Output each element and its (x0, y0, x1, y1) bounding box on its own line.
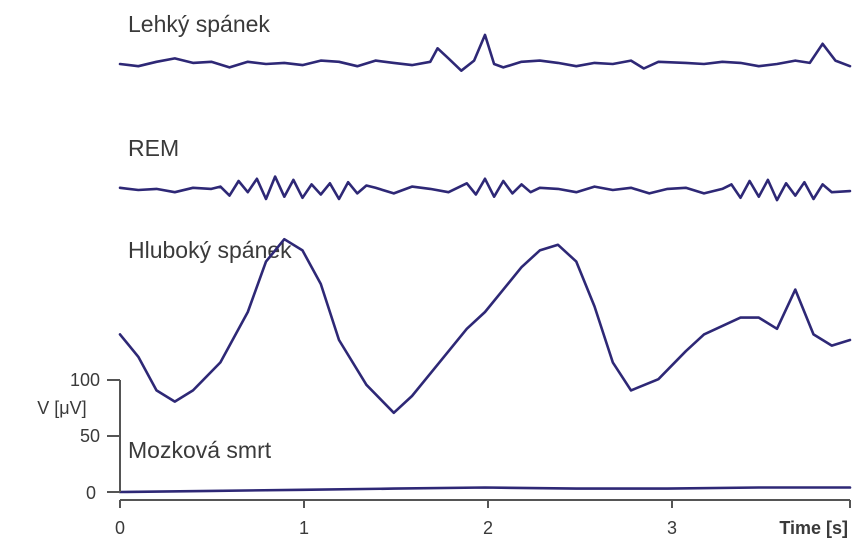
y-tick-label-100: 100 (70, 370, 100, 390)
x-axis-title: Time [s] (779, 518, 848, 538)
y-axis-title: V [μV] (37, 398, 86, 418)
x-tick-label-1: 1 (299, 518, 309, 538)
x-tick-label-0: 0 (115, 518, 125, 538)
label-brain-death: Mozková smrt (128, 437, 272, 463)
label-rem: REM (128, 135, 179, 161)
label-deep-sleep: Hluboký spánek (128, 237, 292, 263)
x-tick-label-2: 2 (483, 518, 493, 538)
trace-rem (118, 175, 852, 202)
trace-light-sleep (118, 33, 852, 72)
trace-deep-sleep (118, 237, 852, 415)
y-tick-label-0: 0 (86, 483, 96, 503)
y-tick-label-50: 50 (80, 426, 100, 446)
label-light-sleep: Lehký spánek (128, 11, 270, 37)
trace-brain-death (118, 486, 852, 494)
x-tick-label-3: 3 (667, 518, 677, 538)
